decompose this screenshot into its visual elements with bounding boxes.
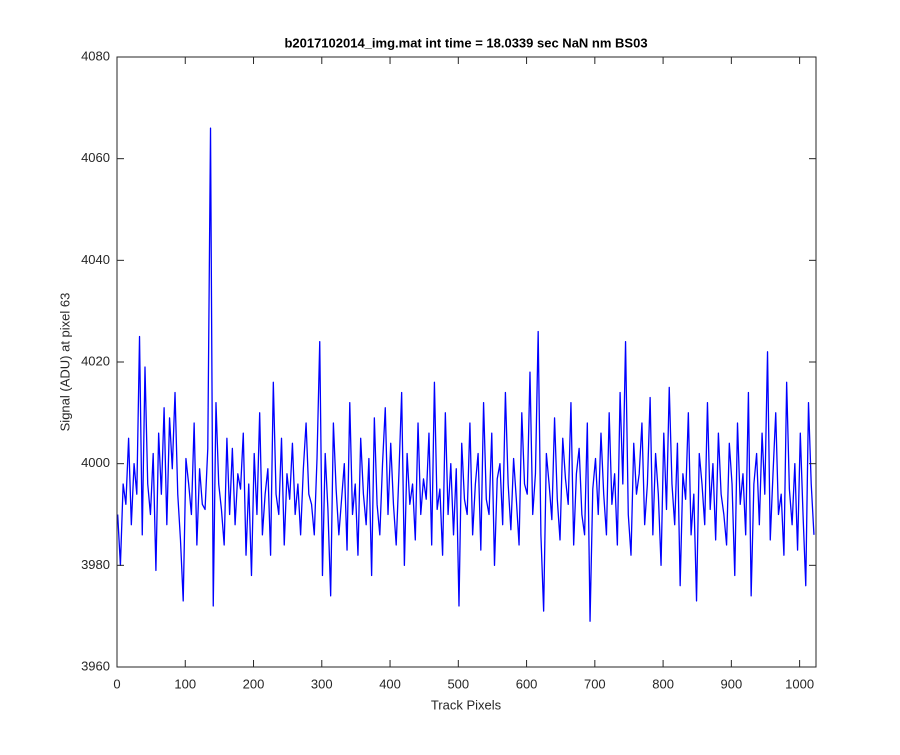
x-tick-label: 300 — [311, 676, 333, 691]
chart-title: b2017102014_img.mat int time = 18.0339 s… — [284, 35, 647, 50]
y-tick-label: 3960 — [81, 658, 110, 673]
x-tick-label: 400 — [379, 676, 401, 691]
data-line — [117, 127, 815, 622]
y-axis-label: Signal (ADU) at pixel 63 — [57, 293, 72, 432]
x-tick-label: 500 — [447, 676, 469, 691]
x-tick-label: 200 — [243, 676, 265, 691]
y-tick-label: 4060 — [81, 150, 110, 165]
x-tick-label: 900 — [721, 676, 743, 691]
y-tick-label: 4080 — [81, 48, 110, 63]
x-tick-label: 800 — [652, 676, 674, 691]
y-tick-label: 4020 — [81, 353, 110, 368]
x-axis-label: Track Pixels — [431, 697, 502, 712]
x-tick-label: 700 — [584, 676, 606, 691]
x-tick-label: 600 — [516, 676, 538, 691]
y-tick-label: 4040 — [81, 252, 110, 267]
y-tick-label: 3980 — [81, 557, 110, 572]
x-tick-label: 1000 — [785, 676, 814, 691]
y-tick-label: 4000 — [81, 455, 110, 470]
x-tick-label: 0 — [113, 676, 120, 691]
x-tick-label: 100 — [174, 676, 196, 691]
